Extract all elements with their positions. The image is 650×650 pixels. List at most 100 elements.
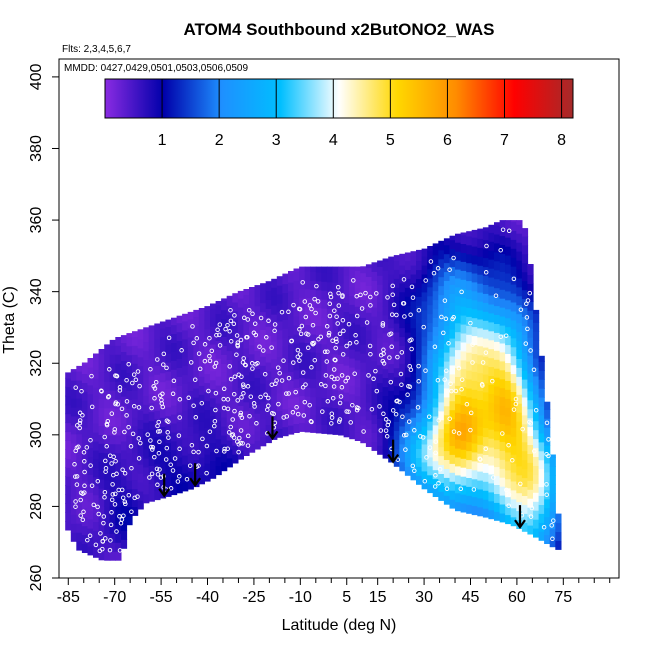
sample-point	[188, 360, 194, 365]
heatmap-cell	[265, 290, 272, 300]
heatmap-cell	[521, 334, 529, 344]
heatmap-cell	[260, 427, 267, 438]
sample-point	[80, 517, 86, 523]
heatmap-cell	[488, 224, 495, 233]
sample-point	[433, 450, 438, 456]
sample-point	[200, 436, 205, 442]
heatmap-cell	[377, 445, 384, 455]
heatmap-cell	[499, 220, 506, 228]
sample-point	[300, 385, 306, 390]
heatmap-cell	[494, 475, 501, 485]
sample-point	[82, 490, 87, 495]
sample-point	[136, 405, 142, 410]
heatmap-cell	[482, 490, 490, 500]
heatmap-cell	[549, 484, 556, 494]
heatmap-cell	[382, 332, 389, 343]
heatmap-cell	[276, 338, 283, 349]
heatmap-cell	[143, 359, 150, 370]
heatmap-cell	[176, 439, 183, 449]
heatmap-cell	[365, 366, 373, 376]
heatmap-cell	[276, 285, 283, 295]
heatmap-cell	[443, 316, 451, 326]
heatmap-cell	[126, 453, 133, 463]
heatmap-cell	[65, 503, 72, 513]
heatmap-cell	[304, 288, 311, 299]
sample-point	[302, 399, 308, 405]
heatmap-cell	[527, 390, 534, 401]
heatmap-cell	[165, 319, 172, 327]
heatmap-cell	[349, 295, 356, 305]
sample-point	[326, 330, 332, 336]
sample-point	[120, 467, 125, 472]
heatmap-cell	[198, 474, 205, 485]
heatmap-cell	[404, 466, 412, 476]
heatmap-cell	[460, 395, 467, 406]
sample-point	[295, 354, 301, 359]
sample-point	[310, 322, 316, 328]
heatmap-cell	[438, 303, 445, 313]
heatmap-cell	[243, 321, 250, 331]
heatmap-cell	[432, 243, 439, 247]
heatmap-cell	[499, 369, 506, 380]
sample-point	[340, 293, 345, 298]
heatmap-cell	[265, 344, 272, 354]
heatmap-cell	[432, 344, 439, 354]
heatmap-cell	[427, 438, 434, 449]
heatmap-cell	[98, 497, 105, 507]
heatmap-cell	[399, 417, 406, 427]
heatmap-cell	[527, 525, 534, 535]
heatmap-cell	[221, 345, 228, 355]
heatmap-cell	[549, 493, 556, 503]
heatmap-cell	[416, 323, 423, 333]
heatmap-cell	[460, 449, 467, 459]
heatmap-cell	[349, 411, 356, 422]
heatmap-cell	[154, 454, 161, 465]
heatmap-cell	[187, 363, 194, 374]
heatmap-cell	[410, 399, 417, 409]
heatmap-cell	[416, 305, 423, 315]
sample-point	[446, 341, 451, 346]
sample-point	[138, 440, 143, 446]
heatmap-cell	[510, 427, 517, 437]
sample-point	[160, 404, 166, 410]
heatmap-cell	[165, 388, 172, 399]
heatmap-cell	[438, 491, 445, 501]
heatmap-cell	[427, 376, 434, 386]
sample-point	[217, 332, 222, 338]
heatmap-cell	[332, 416, 339, 426]
sample-point	[344, 409, 349, 414]
heatmap-cell	[549, 510, 556, 521]
heatmap-cell	[221, 327, 228, 337]
sample-point	[204, 470, 209, 476]
heatmap-cell	[104, 434, 111, 445]
heatmap-cell	[104, 416, 111, 427]
heatmap-cell	[455, 483, 462, 494]
heatmap-cell	[377, 284, 384, 294]
heatmap-cell	[399, 318, 406, 329]
heatmap-cell	[243, 339, 250, 349]
sample-point	[196, 449, 201, 455]
sample-point	[243, 362, 248, 368]
heatmap-cell	[143, 404, 150, 414]
heatmap-cell	[310, 405, 317, 415]
heatmap-cell	[438, 267, 445, 278]
heatmap-cell	[98, 371, 105, 382]
heatmap-cell	[455, 456, 462, 467]
sample-point	[286, 309, 291, 315]
heatmap-cell	[193, 370, 200, 380]
heatmap-cell	[276, 419, 283, 429]
heatmap-cell	[466, 262, 473, 273]
sample-point	[527, 290, 533, 296]
sample-point	[403, 447, 408, 452]
heatmap-cell	[466, 325, 473, 335]
heatmap-cell	[371, 396, 378, 407]
heatmap-cell	[87, 492, 94, 502]
sample-point	[544, 482, 549, 487]
heatmap-cell	[399, 390, 406, 400]
heatmap-cell	[249, 407, 256, 417]
sample-point	[191, 403, 196, 408]
heatmap-cell	[204, 306, 211, 312]
sample-point	[412, 428, 417, 433]
heatmap-cell	[338, 345, 345, 355]
sample-point	[336, 290, 341, 296]
